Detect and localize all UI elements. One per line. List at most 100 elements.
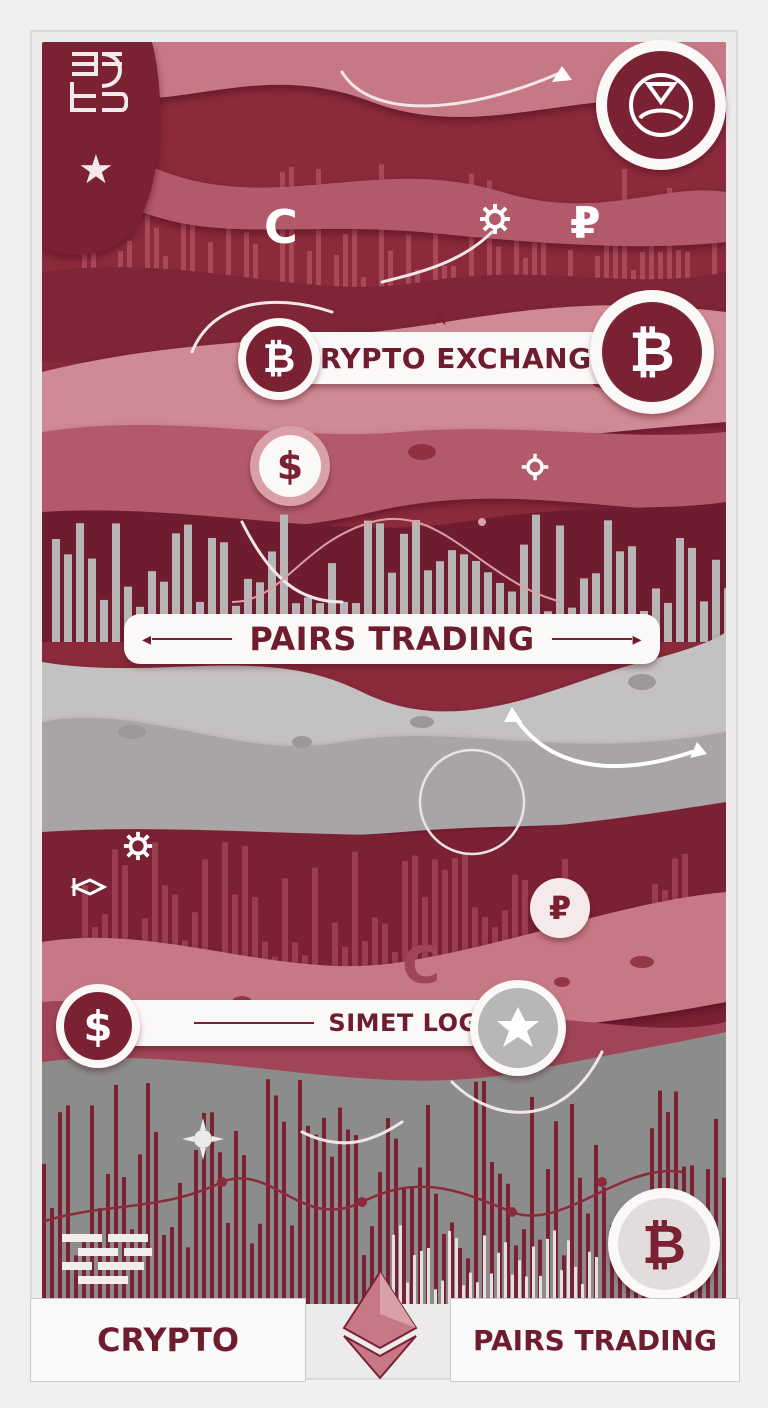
decorative-spike: [114, 1084, 118, 1304]
banner-left-arrow: ◂: [142, 629, 232, 650]
footer-right-box: PAIRS TRADING: [450, 1298, 740, 1382]
decorative-spike: [162, 1234, 166, 1304]
decorative-bar: [518, 1260, 521, 1304]
decorative-bar: [172, 533, 180, 642]
decorative-bar: [376, 523, 384, 642]
decorative-spike: [290, 1225, 294, 1304]
decorative-bar: [560, 1270, 563, 1304]
decorative-bar: [472, 560, 480, 642]
decorative-spike: [410, 1187, 414, 1304]
decorative-bar: [574, 1266, 577, 1304]
decorative-bar: [181, 196, 186, 342]
decorative-bar: [604, 520, 612, 642]
decorative-spike: [74, 1255, 78, 1304]
small-star-icon: ★: [428, 302, 452, 332]
decorative-spike: [234, 1130, 238, 1304]
decorative-spike: [282, 1121, 286, 1304]
decorative-bar: [442, 869, 448, 1002]
decorative-spike: [90, 1105, 94, 1304]
simet-loge-line: [194, 1022, 315, 1024]
decorative-bar: [546, 1238, 549, 1304]
decorative-spike: [394, 1138, 398, 1304]
footer-left-box: CRYPTO: [30, 1298, 306, 1382]
banner-right-arrow: ▸: [551, 629, 642, 650]
decorative-bar: [712, 559, 720, 642]
decorative-spike: [178, 1182, 182, 1304]
decorative-spike: [418, 1167, 422, 1304]
decorative-spike: [530, 1096, 534, 1304]
decorative-spike: [242, 1155, 246, 1304]
decorative-bar: [112, 523, 120, 642]
decorative-bar: [232, 894, 238, 1002]
decorative-bar: [676, 538, 684, 642]
decorative-bar: [64, 554, 72, 642]
decorative-bar: [628, 546, 636, 642]
decorative-spike: [202, 1112, 206, 1304]
decorative-spike: [226, 1222, 230, 1304]
decorative-spike: [50, 1208, 54, 1304]
copyright-icon-2: C: [402, 936, 441, 996]
decorative-bar: [667, 187, 672, 342]
decorative-bar: [412, 519, 420, 642]
poster-frame: ★ C ₽ ★ CRYPTO EXCHANGE ₿ ₿ $: [30, 30, 740, 1382]
decorative-spike: [58, 1112, 62, 1304]
dollar-coin-lower: $: [56, 984, 140, 1068]
decorative-bar: [160, 581, 168, 642]
artwork-svg: [42, 42, 726, 1304]
decorative-bar: [268, 551, 276, 642]
decorative-bar: [616, 551, 624, 642]
bitcoin-icon: ₿: [246, 326, 312, 392]
decorative-bar: [483, 1235, 486, 1304]
decorative-bar: [622, 169, 627, 342]
bricks-icon: [58, 1230, 158, 1291]
decorative-bar: [184, 524, 192, 642]
decorative-spike: [482, 1081, 486, 1304]
pairs-trading-banner-text: PAIRS TRADING: [249, 620, 535, 658]
decorative-spike: [402, 1188, 406, 1304]
decorative-bar: [208, 537, 216, 642]
bitcoin-coin-large: ₿: [590, 290, 714, 414]
decorative-bar: [588, 1251, 591, 1304]
decorative-spike: [170, 1227, 174, 1304]
decorative-spike: [506, 1183, 510, 1304]
hand-icon: [70, 872, 110, 907]
decorative-bar: [352, 214, 357, 342]
decorative-spike: [194, 1149, 198, 1304]
decorative-bar: [490, 1273, 493, 1304]
decorative-bar: [148, 571, 156, 642]
decorative-bar: [400, 533, 408, 642]
footer-left-text: CRYPTO: [96, 1321, 240, 1359]
decorative-spike: [474, 1081, 478, 1304]
pairs-trading-banner: ◂ PAIRS TRADING ▸: [124, 614, 660, 664]
decorative-bar: [202, 859, 208, 1002]
decorative-bar: [402, 860, 408, 1002]
ethereum-icon: [330, 1268, 430, 1385]
dollar-coin-mid: $: [250, 426, 330, 506]
decorative-bar: [392, 1234, 395, 1304]
decorative-bar: [88, 558, 96, 642]
decorative-bar: [434, 1289, 437, 1304]
decorative-bar: [52, 539, 60, 642]
decorative-bar: [448, 1231, 451, 1304]
decorative-spike: [458, 1248, 462, 1304]
dollar-lower-icon: $: [64, 992, 132, 1060]
decorative-spike: [450, 1222, 454, 1304]
bitcoin-bottom-icon: ₿: [618, 1198, 710, 1290]
decorative-bar: [252, 897, 258, 1002]
emblem-coin: [596, 40, 726, 170]
decorative-spike: [42, 1163, 46, 1304]
ruble-coin-icon: ₽: [548, 889, 572, 927]
decorative-bar: [688, 547, 696, 642]
decorative-bar: [352, 851, 358, 1002]
decorative-bar: [556, 525, 564, 642]
decorative-bar: [604, 213, 609, 342]
decorative-bar: [511, 1274, 514, 1304]
star-icon: ★: [78, 147, 114, 193]
splat-icon: [180, 1116, 226, 1167]
decorative-bar: [592, 573, 600, 642]
decorative-spike: [266, 1079, 270, 1304]
decorative-bar: [388, 572, 396, 642]
decorative-spike: [314, 1134, 318, 1304]
decorative-bar: [312, 867, 318, 1002]
bitcoin-coin-small: ₿: [238, 318, 320, 400]
